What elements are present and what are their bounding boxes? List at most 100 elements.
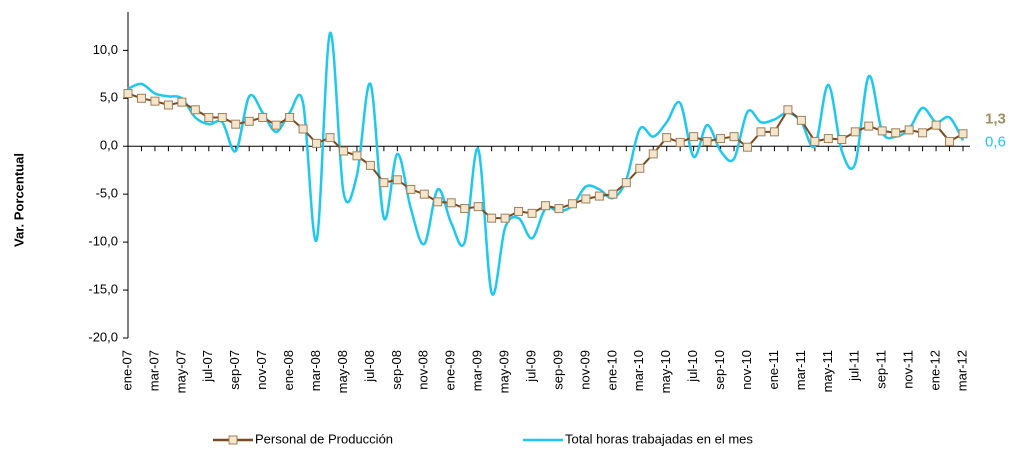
x-tick-label: may-11 bbox=[820, 350, 835, 392]
point-marker bbox=[392, 175, 402, 185]
point-marker bbox=[918, 128, 928, 138]
x-tick-label: may-07 bbox=[173, 350, 188, 393]
series-line bbox=[127, 92, 964, 220]
x-tick-label: nov-07 bbox=[254, 350, 269, 390]
x-tick-label: mar-07 bbox=[146, 350, 161, 391]
point-marker bbox=[136, 93, 146, 103]
point-marker bbox=[554, 204, 564, 214]
point-marker bbox=[850, 127, 860, 137]
point-marker bbox=[271, 120, 281, 130]
point-marker bbox=[338, 146, 348, 156]
series-line bbox=[127, 31, 965, 296]
y-axis-label: Var. Porcentual bbox=[11, 153, 26, 247]
x-tick-label: mar-10 bbox=[631, 350, 646, 391]
point-marker bbox=[716, 134, 726, 144]
point-marker bbox=[837, 135, 847, 145]
point-marker bbox=[190, 105, 200, 115]
point-marker bbox=[298, 124, 308, 134]
point-marker bbox=[864, 121, 874, 131]
point-marker bbox=[446, 198, 456, 208]
x-tick-label: ene-10 bbox=[604, 350, 619, 390]
point-marker bbox=[285, 112, 295, 122]
x-tick-label: nov-09 bbox=[577, 350, 592, 390]
y-tick-label: 5,0 bbox=[100, 90, 118, 105]
x-tick-label: mar-09 bbox=[470, 350, 485, 391]
point-marker bbox=[204, 112, 214, 122]
point-marker bbox=[621, 178, 631, 188]
point-marker bbox=[675, 137, 685, 147]
legend-label: Personal de Producción bbox=[255, 431, 393, 446]
point-marker bbox=[729, 132, 739, 142]
x-tick-label: sep-07 bbox=[227, 350, 242, 390]
point-marker bbox=[810, 136, 820, 146]
point-marker bbox=[217, 112, 227, 122]
y-tick-label: -15,0 bbox=[88, 281, 118, 296]
point-marker bbox=[891, 128, 901, 138]
x-tick-label: mar-08 bbox=[308, 350, 323, 391]
point-marker bbox=[769, 127, 779, 137]
point-marker bbox=[756, 127, 766, 137]
x-tick-label: nov-08 bbox=[416, 350, 431, 390]
point-marker bbox=[689, 132, 699, 142]
point-marker bbox=[177, 97, 187, 107]
point-marker bbox=[527, 208, 537, 218]
point-marker bbox=[312, 138, 322, 148]
x-tick-label: nov-11 bbox=[901, 350, 916, 389]
x-tick-label: mar-12 bbox=[954, 350, 969, 391]
x-tick-label: jul-08 bbox=[362, 350, 377, 383]
x-tick-label: ene-08 bbox=[281, 350, 296, 390]
point-marker bbox=[514, 206, 524, 216]
point-marker bbox=[500, 213, 510, 223]
point-marker bbox=[352, 151, 362, 161]
x-tick-label: jul-07 bbox=[200, 350, 215, 383]
point-marker bbox=[958, 129, 968, 139]
point-marker bbox=[231, 119, 241, 129]
point-marker bbox=[460, 204, 470, 214]
point-marker bbox=[541, 201, 550, 211]
legend-label: Total horas trabajadas en el mes bbox=[565, 431, 753, 446]
x-tick-label: may-09 bbox=[497, 350, 512, 393]
point-marker bbox=[931, 120, 941, 130]
point-marker bbox=[783, 105, 793, 115]
y-tick-label: 0,0 bbox=[100, 138, 118, 153]
x-tick-label: may-08 bbox=[335, 350, 350, 393]
point-marker bbox=[662, 133, 672, 143]
point-marker bbox=[406, 184, 416, 194]
y-tick-label: -20,0 bbox=[88, 329, 118, 344]
point-marker bbox=[743, 142, 753, 152]
y-tick-label: -10,0 bbox=[88, 234, 118, 249]
x-tick-label: mar-11 bbox=[793, 350, 808, 390]
x-tick-label: jul-11 bbox=[847, 350, 862, 382]
x-tick-label: ene-12 bbox=[928, 350, 943, 390]
point-marker bbox=[581, 194, 591, 204]
point-marker bbox=[487, 213, 497, 223]
value-label: 0,6 bbox=[985, 133, 1006, 150]
point-marker bbox=[473, 202, 483, 212]
point-marker bbox=[608, 189, 618, 199]
point-marker bbox=[796, 115, 806, 125]
point-marker bbox=[877, 126, 887, 136]
point-marker bbox=[904, 125, 914, 135]
x-tick-label: sep-08 bbox=[389, 350, 404, 390]
x-tick-label: jul-10 bbox=[685, 350, 700, 383]
point-marker bbox=[150, 96, 160, 106]
point-marker bbox=[365, 160, 375, 170]
point-marker bbox=[945, 136, 955, 146]
y-tick-label: 10,0 bbox=[93, 42, 118, 57]
x-tick-label: ene-07 bbox=[119, 350, 134, 390]
point-marker bbox=[433, 197, 443, 207]
x-tick-label: sep-09 bbox=[550, 350, 565, 390]
x-tick-label: jul-09 bbox=[523, 350, 538, 383]
legend-marker bbox=[228, 435, 238, 445]
point-marker bbox=[258, 112, 268, 122]
point-marker bbox=[594, 191, 604, 201]
point-marker bbox=[244, 116, 254, 126]
value-label: 1,3 bbox=[985, 111, 1006, 128]
point-marker bbox=[325, 133, 335, 143]
x-tick-label: may-10 bbox=[658, 350, 673, 393]
x-tick-label: ene-11 bbox=[766, 350, 781, 390]
point-marker bbox=[702, 136, 712, 146]
point-marker bbox=[163, 100, 173, 110]
point-marker bbox=[823, 134, 833, 144]
